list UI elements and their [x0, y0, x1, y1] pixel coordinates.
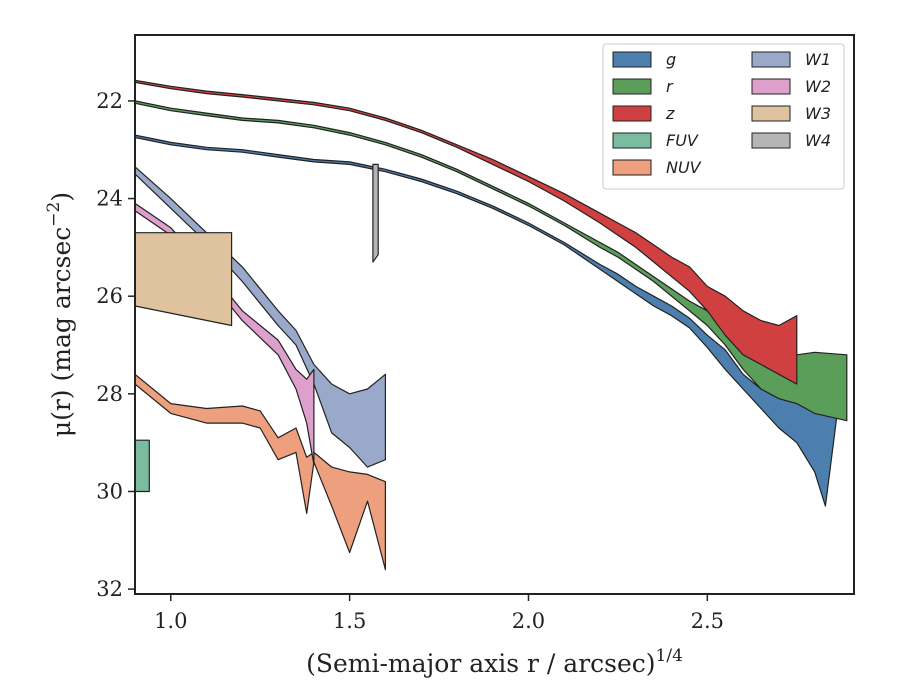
series-band-w4 [372, 163, 379, 263]
legend-label-fuv: FUV [666, 131, 699, 150]
series-layer [135, 79, 848, 571]
x-tick-label: 2.5 [691, 609, 724, 633]
legend-swatch-fuv [612, 132, 652, 149]
legend-swatch-w1 [751, 51, 791, 68]
y-tick-label: 30 [96, 479, 123, 503]
y-tick-label: 32 [96, 577, 123, 601]
legend-swatch-w3 [751, 105, 791, 122]
y-axis-label-main: μ(r) (mag arcsec [47, 227, 76, 437]
y-tick-label: 28 [96, 382, 123, 406]
x-tick-label: 2.0 [512, 609, 545, 633]
y-tick-label: 22 [96, 89, 123, 113]
series-band-nuv [135, 373, 386, 571]
legend-swatch-r [612, 78, 652, 95]
ticks-layer: 1.0 1.5 2.0 2.5 22 24 26 28 30 32 [96, 89, 724, 633]
legend-swatch-z [612, 105, 652, 122]
y-tick-label: 24 [96, 187, 123, 211]
legend: grz FUV NUV W1 W2 W3 W4 [602, 43, 845, 190]
legend-label-w2: W2 [805, 77, 831, 96]
series-band-w3 [135, 232, 233, 327]
x-axis-label-superscript: 1/4 [656, 646, 683, 666]
y-tick-label: 26 [96, 284, 123, 308]
x-axis-label: (Semi-major axis r / arcsec)1/4 [306, 646, 683, 678]
legend-label-r: r [666, 77, 674, 96]
plot-frame [134, 34, 855, 595]
legend-swatch-w4 [751, 132, 791, 149]
y-axis-label: μ(r) (mag arcsec−2) [44, 192, 76, 437]
legend-label-nuv: NUV [666, 158, 702, 177]
legend-swatch-w2 [751, 78, 791, 95]
y-axis-label-superscript: −2 [44, 202, 64, 227]
legend-label-w3: W3 [805, 104, 831, 123]
x-tick-label: 1.5 [333, 609, 366, 633]
series-band-z [135, 79, 798, 385]
series-band-fuv [135, 439, 150, 493]
legend-label-w4: W4 [805, 131, 831, 150]
legend-swatch-nuv [612, 159, 652, 176]
x-tick-label: 1.0 [154, 609, 187, 633]
y-axis-label-close: ) [47, 192, 76, 202]
x-axis-label-main: (Semi-major axis r / arcsec) [306, 649, 655, 678]
series-band-r [135, 100, 848, 422]
legend-label-g: g [666, 50, 676, 69]
legend-swatch-g [612, 51, 652, 68]
legend-label-z: z [665, 104, 675, 123]
legend-label-w1: W1 [805, 50, 831, 69]
